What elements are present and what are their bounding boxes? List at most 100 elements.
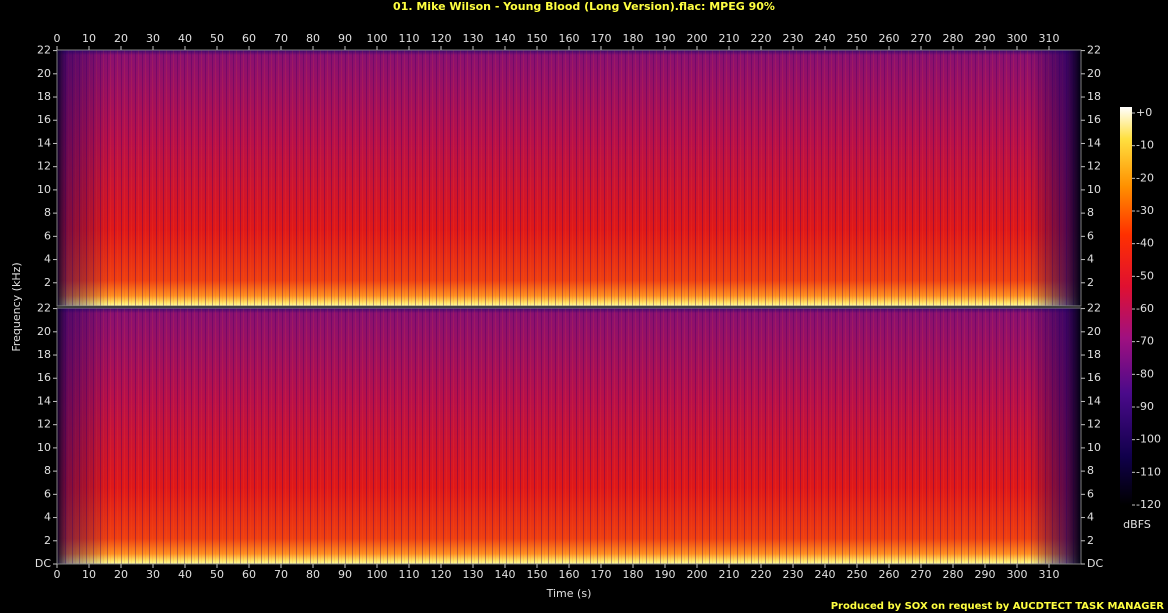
x-tick-label: 260 — [879, 568, 900, 581]
colorbar-tick-label: -80 — [1136, 367, 1154, 380]
x-tick-label: 150 — [527, 32, 548, 45]
y-tick-label: DC — [1087, 557, 1103, 570]
y-tick-label: DC — [35, 557, 51, 570]
colorbar-label: dBFS — [1123, 518, 1151, 531]
y-tick-label: 10 — [1087, 183, 1101, 196]
y-tick-label: 14 — [1087, 394, 1101, 407]
x-tick-label: 300 — [1007, 568, 1028, 581]
x-tick-label: 10 — [82, 32, 96, 45]
x-tick-label: 120 — [431, 568, 452, 581]
x-axis-label: Time (s) — [546, 587, 592, 600]
y-tick-label: 2 — [44, 276, 51, 289]
x-tick-label: 150 — [527, 568, 548, 581]
x-tick-label: 220 — [751, 568, 772, 581]
colorbar-tick-label: -120 — [1136, 498, 1161, 511]
x-tick-label: 30 — [146, 32, 160, 45]
x-tick-label: 40 — [178, 568, 192, 581]
x-tick-label: 90 — [338, 568, 352, 581]
y-tick-label: 10 — [37, 183, 51, 196]
x-tick-label: 240 — [815, 32, 836, 45]
x-tick-label: 280 — [943, 568, 964, 581]
x-tick-label: 10 — [82, 568, 96, 581]
x-tick-label: 300 — [1007, 32, 1028, 45]
y-tick-label: 14 — [37, 394, 51, 407]
x-tick-label: 230 — [783, 568, 804, 581]
x-tick-label: 100 — [367, 32, 388, 45]
y-tick-label: 6 — [1087, 487, 1094, 500]
x-tick-label: 100 — [367, 568, 388, 581]
y-tick-label: 16 — [1087, 113, 1101, 126]
x-tick-label: 30 — [146, 568, 160, 581]
colorbar-tick-label: +0 — [1136, 106, 1152, 119]
y-tick-label: 20 — [1087, 325, 1101, 338]
colorbar-tick-label: -30 — [1136, 204, 1154, 217]
x-tick-label: 180 — [623, 32, 644, 45]
y-tick-label: 12 — [1087, 418, 1101, 431]
y-tick-label: 20 — [37, 325, 51, 338]
x-tick-label: 160 — [559, 32, 580, 45]
x-tick-label: 230 — [783, 32, 804, 45]
y-tick-label: 2 — [1087, 276, 1094, 289]
x-tick-label: 310 — [1039, 568, 1060, 581]
x-tick-label: 240 — [815, 568, 836, 581]
x-tick-label: 60 — [242, 568, 256, 581]
x-tick-label: 140 — [495, 32, 516, 45]
y-tick-label: 2 — [1087, 534, 1094, 547]
x-tick-label: 140 — [495, 568, 516, 581]
y-tick-label: 8 — [1087, 464, 1094, 477]
x-tick-label: 290 — [975, 568, 996, 581]
y-axis-label: Frequency (kHz) — [10, 262, 23, 351]
x-tick-label: 250 — [847, 32, 868, 45]
colorbar-tick-label: -10 — [1136, 139, 1154, 152]
colorbar-tick-label: -60 — [1136, 302, 1154, 315]
x-tick-label: 200 — [687, 568, 708, 581]
x-tick-label: 0 — [54, 568, 61, 581]
y-tick-label: 18 — [37, 90, 51, 103]
chart-title: 01. Mike Wilson - Young Blood (Long Vers… — [393, 0, 775, 13]
y-tick-label: 14 — [37, 136, 51, 149]
x-tick-label: 120 — [431, 32, 452, 45]
x-tick-label: 160 — [559, 568, 580, 581]
y-tick-label: 18 — [37, 348, 51, 361]
y-tick-label: 4 — [1087, 511, 1094, 524]
x-tick-label: 280 — [943, 32, 964, 45]
x-tick-label: 20 — [114, 32, 128, 45]
x-tick-label: 210 — [719, 568, 740, 581]
x-tick-label: 110 — [399, 568, 420, 581]
y-tick-label: 14 — [1087, 136, 1101, 149]
y-tick-label: 22 — [1087, 44, 1101, 57]
x-tick-label: 250 — [847, 568, 868, 581]
y-tick-label: 6 — [44, 487, 51, 500]
y-tick-label: 16 — [37, 113, 51, 126]
x-tick-label: 270 — [911, 568, 932, 581]
x-tick-label: 20 — [114, 568, 128, 581]
x-tick-label: 70 — [274, 32, 288, 45]
y-tick-label: 22 — [37, 44, 51, 57]
y-tick-label: 4 — [1087, 253, 1094, 266]
y-tick-label: 22 — [37, 302, 51, 315]
y-tick-label: 8 — [44, 464, 51, 477]
x-tick-label: 130 — [463, 568, 484, 581]
y-tick-label: 4 — [44, 511, 51, 524]
x-tick-label: 180 — [623, 568, 644, 581]
y-tick-label: 6 — [1087, 229, 1094, 242]
x-tick-label: 190 — [655, 568, 676, 581]
y-tick-label: 12 — [1087, 160, 1101, 173]
x-tick-label: 50 — [210, 568, 224, 581]
y-tick-label: 18 — [1087, 90, 1101, 103]
y-tick-label: 10 — [1087, 441, 1101, 454]
x-tick-label: 170 — [591, 568, 612, 581]
y-tick-label: 20 — [1087, 67, 1101, 80]
spectrogram-edges — [57, 308, 1081, 564]
x-tick-label: 200 — [687, 32, 708, 45]
y-tick-label: 4 — [44, 253, 51, 266]
x-tick-label: 0 — [54, 32, 61, 45]
x-tick-label: 260 — [879, 32, 900, 45]
y-tick-label: 8 — [44, 206, 51, 219]
x-tick-label: 290 — [975, 32, 996, 45]
x-tick-label: 220 — [751, 32, 772, 45]
y-tick-label: 8 — [1087, 206, 1094, 219]
colorbar — [1120, 107, 1132, 505]
x-tick-label: 310 — [1039, 32, 1060, 45]
x-tick-label: 60 — [242, 32, 256, 45]
